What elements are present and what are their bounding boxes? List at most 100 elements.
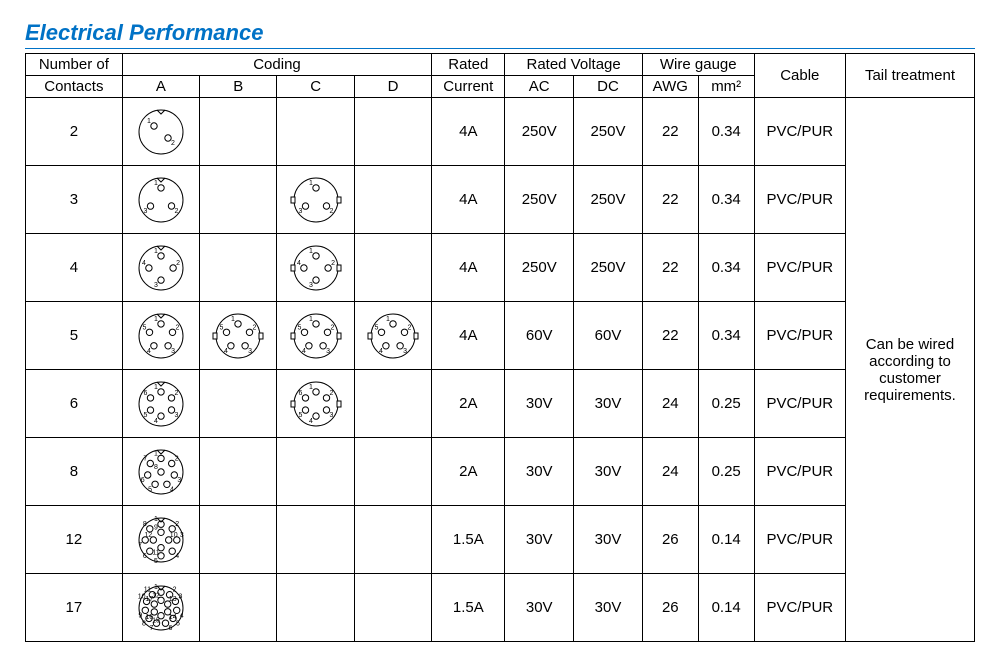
cell-coding-d xyxy=(354,234,431,302)
cell-coding-d: 12345 xyxy=(354,302,431,370)
svg-text:2: 2 xyxy=(174,208,178,215)
cell-coding-c: 123 xyxy=(277,166,354,234)
svg-text:11: 11 xyxy=(144,586,151,593)
svg-text:1: 1 xyxy=(309,179,313,186)
cell-current: 4A xyxy=(432,234,505,302)
cell-coding-a: 1 2 3 xyxy=(122,166,199,234)
svg-text:2: 2 xyxy=(175,455,179,462)
svg-text:4: 4 xyxy=(180,612,184,619)
cell-contacts: 8 xyxy=(26,438,123,506)
table-row: 1712345678910111213141516171.5A30V30V260… xyxy=(26,574,975,642)
svg-text:4: 4 xyxy=(154,418,158,425)
cell-mm2: 0.34 xyxy=(698,234,754,302)
electrical-performance-table: Number of Coding Rated Rated Voltage Wir… xyxy=(25,53,975,642)
svg-text:10: 10 xyxy=(170,532,178,539)
cell-contacts: 5 xyxy=(26,302,123,370)
cell-contacts: 6 xyxy=(26,370,123,438)
cell-contacts: 2 xyxy=(26,98,123,166)
cell-ac: 30V xyxy=(505,370,574,438)
cell-cable: PVC/PUR xyxy=(754,506,845,574)
cell-mm2: 0.14 xyxy=(698,574,754,642)
svg-text:1: 1 xyxy=(309,247,313,254)
svg-text:2: 2 xyxy=(331,260,335,267)
svg-text:2: 2 xyxy=(176,260,180,267)
svg-text:4: 4 xyxy=(142,260,146,267)
header-coding: Coding xyxy=(122,54,432,76)
svg-text:1: 1 xyxy=(154,450,158,457)
svg-text:3: 3 xyxy=(248,347,252,354)
cell-mm2: 0.34 xyxy=(698,166,754,234)
svg-text:14: 14 xyxy=(169,613,177,620)
cell-coding-a: 1 2 3 4 xyxy=(122,234,199,302)
svg-text:17: 17 xyxy=(145,596,153,603)
cell-dc: 60V xyxy=(574,302,643,370)
header-voltage: Rated Voltage xyxy=(505,54,643,76)
svg-text:7: 7 xyxy=(143,455,147,462)
svg-text:12: 12 xyxy=(144,532,152,539)
svg-text:1: 1 xyxy=(154,584,158,591)
cell-coding-c xyxy=(277,574,354,642)
svg-text:3: 3 xyxy=(154,282,158,289)
svg-text:8: 8 xyxy=(143,520,147,527)
svg-text:7: 7 xyxy=(149,625,153,632)
svg-text:2: 2 xyxy=(330,324,334,331)
cell-awg: 26 xyxy=(642,506,698,574)
cell-coding-c: 123456 xyxy=(277,370,354,438)
cell-ac: 30V xyxy=(505,574,574,642)
cell-current: 4A xyxy=(432,166,505,234)
table-row: 4123412344A250V250V220.34PVC/PUR xyxy=(26,234,975,302)
header-coding-b: B xyxy=(200,76,277,98)
cell-dc: 250V xyxy=(574,98,643,166)
svg-text:5: 5 xyxy=(375,324,379,331)
table-row: 5123451234512345123454A60V60V220.34PVC/P… xyxy=(26,302,975,370)
cell-cable: PVC/PUR xyxy=(754,438,845,506)
svg-text:2: 2 xyxy=(171,140,175,147)
svg-text:4: 4 xyxy=(379,347,383,354)
svg-text:1: 1 xyxy=(386,315,390,322)
header-coding-d: D xyxy=(354,76,431,98)
cell-ac: 250V xyxy=(505,166,574,234)
svg-text:3: 3 xyxy=(174,412,178,419)
svg-text:5: 5 xyxy=(298,412,302,419)
cell-dc: 30V xyxy=(574,506,643,574)
cell-coding-c: 12345 xyxy=(277,302,354,370)
cell-mm2: 0.14 xyxy=(698,506,754,574)
cell-awg: 26 xyxy=(642,574,698,642)
cell-current: 4A xyxy=(432,98,505,166)
svg-text:1: 1 xyxy=(154,247,158,254)
cell-contacts: 17 xyxy=(26,574,123,642)
svg-text:9: 9 xyxy=(154,524,158,531)
svg-text:4: 4 xyxy=(170,486,174,493)
table-row: 2124A250V250V220.34PVC/PURCan be wired a… xyxy=(26,98,975,166)
svg-text:5: 5 xyxy=(154,557,158,564)
svg-text:6: 6 xyxy=(168,625,172,632)
cell-mm2: 0.34 xyxy=(698,98,754,166)
svg-text:3: 3 xyxy=(143,208,147,215)
header-num-contacts-l2: Contacts xyxy=(26,76,123,98)
cell-cable: PVC/PUR xyxy=(754,574,845,642)
cell-dc: 250V xyxy=(574,166,643,234)
svg-text:6: 6 xyxy=(141,477,145,484)
header-num-contacts-l1: Number of xyxy=(26,54,123,76)
section-title: Electrical Performance xyxy=(25,20,975,49)
cell-current: 1.5A xyxy=(432,506,505,574)
cell-coding-c xyxy=(277,506,354,574)
cell-coding-b: 12345 xyxy=(200,302,277,370)
svg-text:11: 11 xyxy=(152,549,159,556)
cell-awg: 24 xyxy=(642,438,698,506)
cell-awg: 24 xyxy=(642,370,698,438)
svg-text:2: 2 xyxy=(173,586,177,593)
svg-text:9: 9 xyxy=(138,612,142,619)
cell-cable: PVC/PUR xyxy=(754,98,845,166)
svg-text:1: 1 xyxy=(154,179,158,186)
svg-text:13: 13 xyxy=(169,596,177,603)
svg-text:5: 5 xyxy=(220,324,224,331)
cell-awg: 22 xyxy=(642,302,698,370)
cell-ac: 30V xyxy=(505,438,574,506)
cell-coding-d xyxy=(354,438,431,506)
cell-coding-a: 123456789101112 xyxy=(122,506,199,574)
cell-coding-d xyxy=(354,506,431,574)
svg-text:1: 1 xyxy=(309,383,313,390)
cell-mm2: 0.25 xyxy=(698,438,754,506)
svg-text:1: 1 xyxy=(147,118,151,125)
